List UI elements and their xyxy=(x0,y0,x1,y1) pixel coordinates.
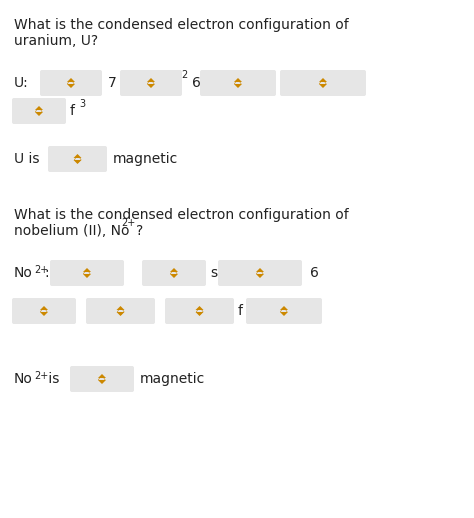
Text: ◇: ◇ xyxy=(256,268,264,278)
Text: ◇: ◇ xyxy=(67,78,75,88)
Text: ◇: ◇ xyxy=(98,374,106,384)
FancyBboxPatch shape xyxy=(40,70,102,96)
Text: What is the condensed electron configuration of: What is the condensed electron configura… xyxy=(14,208,349,222)
Text: What is the condensed electron configuration of: What is the condensed electron configura… xyxy=(14,18,349,32)
Text: No: No xyxy=(14,266,33,280)
Polygon shape xyxy=(147,78,155,82)
Polygon shape xyxy=(67,78,75,82)
Polygon shape xyxy=(234,84,242,88)
FancyBboxPatch shape xyxy=(142,260,206,286)
Polygon shape xyxy=(256,268,264,272)
Polygon shape xyxy=(195,306,203,310)
Polygon shape xyxy=(98,380,106,384)
Text: 2+: 2+ xyxy=(34,265,48,275)
Polygon shape xyxy=(73,160,82,164)
Text: 6: 6 xyxy=(310,266,319,280)
Text: :: : xyxy=(44,266,49,280)
Text: is: is xyxy=(44,372,59,386)
Polygon shape xyxy=(40,306,48,310)
Text: 7: 7 xyxy=(108,76,117,90)
FancyBboxPatch shape xyxy=(12,298,76,324)
Polygon shape xyxy=(234,78,242,82)
Polygon shape xyxy=(319,78,327,82)
FancyBboxPatch shape xyxy=(86,298,155,324)
Text: ◇: ◇ xyxy=(117,306,124,316)
Text: magnetic: magnetic xyxy=(140,372,205,386)
Polygon shape xyxy=(195,312,203,316)
Polygon shape xyxy=(73,154,82,158)
FancyBboxPatch shape xyxy=(218,260,302,286)
Text: ◇: ◇ xyxy=(234,78,242,88)
Polygon shape xyxy=(117,312,125,316)
Polygon shape xyxy=(67,84,75,88)
Text: f: f xyxy=(238,304,243,318)
Text: 2: 2 xyxy=(181,70,187,80)
Text: ◇: ◇ xyxy=(280,306,288,316)
Polygon shape xyxy=(256,274,264,278)
Text: ◇: ◇ xyxy=(196,306,203,316)
FancyBboxPatch shape xyxy=(120,70,182,96)
Text: ◇: ◇ xyxy=(170,268,178,278)
Polygon shape xyxy=(40,312,48,316)
Polygon shape xyxy=(170,268,178,272)
FancyBboxPatch shape xyxy=(48,146,107,172)
FancyBboxPatch shape xyxy=(246,298,322,324)
Text: uranium, U?: uranium, U? xyxy=(14,34,98,48)
Text: No: No xyxy=(14,372,33,386)
Text: 3: 3 xyxy=(79,99,85,109)
Text: magnetic: magnetic xyxy=(113,152,178,166)
Polygon shape xyxy=(98,374,106,378)
Text: ◇: ◇ xyxy=(35,106,43,116)
Polygon shape xyxy=(280,306,288,310)
Polygon shape xyxy=(319,84,327,88)
Text: 6: 6 xyxy=(192,76,201,90)
Polygon shape xyxy=(117,306,125,310)
Text: ?: ? xyxy=(136,224,143,238)
Polygon shape xyxy=(35,112,43,116)
Text: ◇: ◇ xyxy=(74,154,81,164)
Text: 2+: 2+ xyxy=(121,218,135,228)
Text: s: s xyxy=(210,266,217,280)
FancyBboxPatch shape xyxy=(165,298,234,324)
Text: ◇: ◇ xyxy=(83,268,91,278)
Text: ◇: ◇ xyxy=(40,306,48,316)
Text: ◇: ◇ xyxy=(319,78,327,88)
Text: U:: U: xyxy=(14,76,29,90)
Text: nobelium (II), No: nobelium (II), No xyxy=(14,224,129,238)
FancyBboxPatch shape xyxy=(12,98,66,124)
Text: ◇: ◇ xyxy=(147,78,155,88)
Text: 2+: 2+ xyxy=(34,371,48,381)
FancyBboxPatch shape xyxy=(200,70,276,96)
Text: f: f xyxy=(70,104,75,118)
Polygon shape xyxy=(280,312,288,316)
Polygon shape xyxy=(170,274,178,278)
FancyBboxPatch shape xyxy=(50,260,124,286)
FancyBboxPatch shape xyxy=(70,366,134,392)
Polygon shape xyxy=(35,106,43,110)
FancyBboxPatch shape xyxy=(280,70,366,96)
Polygon shape xyxy=(83,268,91,272)
Polygon shape xyxy=(147,84,155,88)
Polygon shape xyxy=(83,274,91,278)
Text: U is: U is xyxy=(14,152,39,166)
